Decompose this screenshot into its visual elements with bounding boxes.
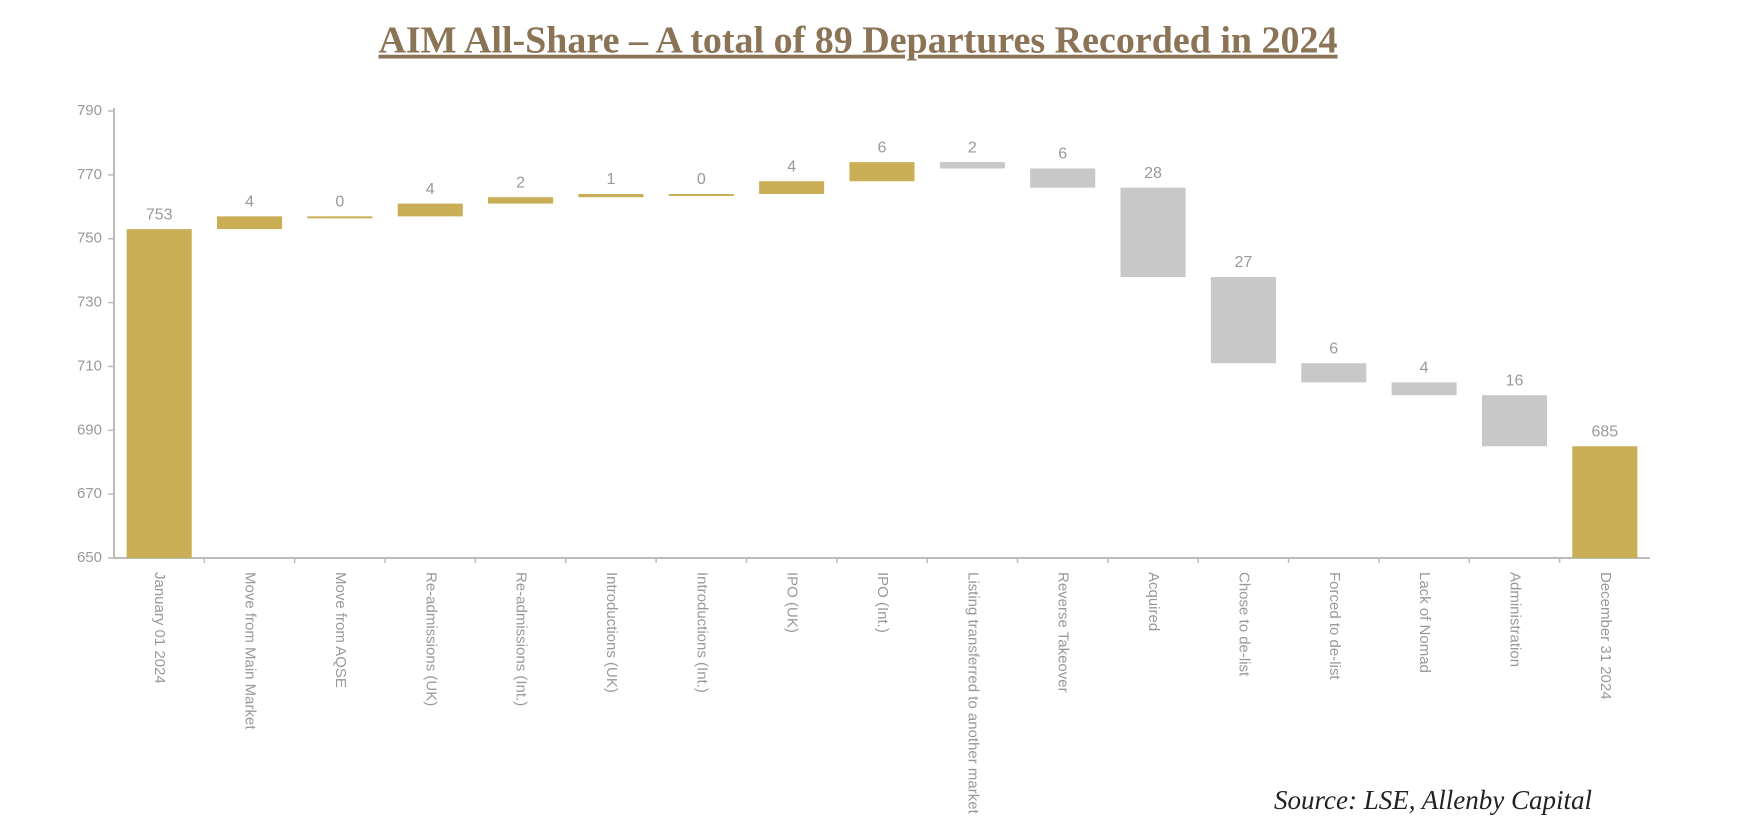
- value-label: 28: [1144, 165, 1162, 182]
- x-tick-label: Re-admissions (Int.): [513, 572, 530, 706]
- bar: [1030, 168, 1096, 188]
- x-tick-label: Administration: [1507, 572, 1524, 667]
- x-tick-label: Reverse Takeover: [1055, 572, 1072, 693]
- value-label: 4: [787, 158, 796, 175]
- bar: [849, 162, 915, 182]
- bar: [1572, 446, 1638, 558]
- bar: [397, 203, 463, 217]
- x-tick-label: Listing transferred to another market: [964, 572, 981, 815]
- value-label: 0: [697, 171, 706, 188]
- x-tick-label: January 01 2024: [151, 572, 168, 684]
- x-tick-label: Lack of Nomad: [1416, 572, 1433, 673]
- x-tick-label: Introductions (Int.): [693, 572, 710, 693]
- bar: [126, 229, 192, 558]
- bar: [668, 194, 734, 197]
- value-label: 6: [1058, 146, 1067, 163]
- bar: [217, 216, 283, 230]
- value-label: 16: [1506, 372, 1524, 389]
- x-tick-label: IPO (UK): [784, 572, 801, 633]
- value-label: 1: [606, 171, 615, 188]
- bar: [1210, 277, 1276, 364]
- bar: [488, 197, 554, 204]
- value-label: 685: [1591, 423, 1618, 440]
- x-tick-label: Move from AQSE: [332, 572, 349, 688]
- bar: [1301, 363, 1367, 383]
- bar: [1481, 395, 1547, 447]
- value-label: 4: [1420, 360, 1429, 377]
- value-label: 27: [1235, 254, 1253, 271]
- y-tick-label: 750: [77, 230, 102, 247]
- bar: [578, 194, 644, 198]
- value-label: 6: [1329, 340, 1338, 357]
- y-tick-label: 770: [77, 166, 102, 183]
- source-note: Source: LSE, Allenby Capital: [1274, 785, 1592, 815]
- bar: [307, 216, 373, 219]
- value-label: 4: [245, 194, 254, 211]
- x-tick-label: Forced to de-list: [1326, 572, 1343, 680]
- value-label: 6: [878, 139, 887, 156]
- x-tick-label: Acquired: [1145, 572, 1162, 631]
- x-tick-label: IPO (Int.): [874, 572, 891, 633]
- y-tick-label: 710: [77, 357, 102, 374]
- y-tick-label: 730: [77, 294, 102, 311]
- bar: [759, 181, 825, 195]
- bar: [939, 162, 1005, 169]
- bar: [1391, 382, 1457, 396]
- value-label: 2: [516, 174, 525, 191]
- y-tick-label: 670: [77, 485, 102, 502]
- y-tick-label: 690: [77, 421, 102, 438]
- chart-title: AIM All-Share – A total of 89 Departures…: [378, 20, 1337, 62]
- x-tick-label: Re-admissions (UK): [422, 572, 439, 706]
- x-tick-label: Chose to de-list: [1235, 572, 1252, 677]
- y-tick-label: 790: [77, 102, 102, 119]
- x-tick-label: Introductions (UK): [603, 572, 620, 693]
- value-label: 4: [426, 181, 435, 198]
- value-label: 0: [335, 194, 344, 211]
- value-label: 753: [146, 206, 173, 223]
- bar: [1120, 187, 1186, 278]
- x-tick-label: December 31 2024: [1597, 572, 1614, 700]
- y-tick-label: 650: [77, 549, 102, 566]
- value-label: 2: [968, 139, 977, 156]
- x-tick-label: Move from Main Market: [242, 572, 259, 730]
